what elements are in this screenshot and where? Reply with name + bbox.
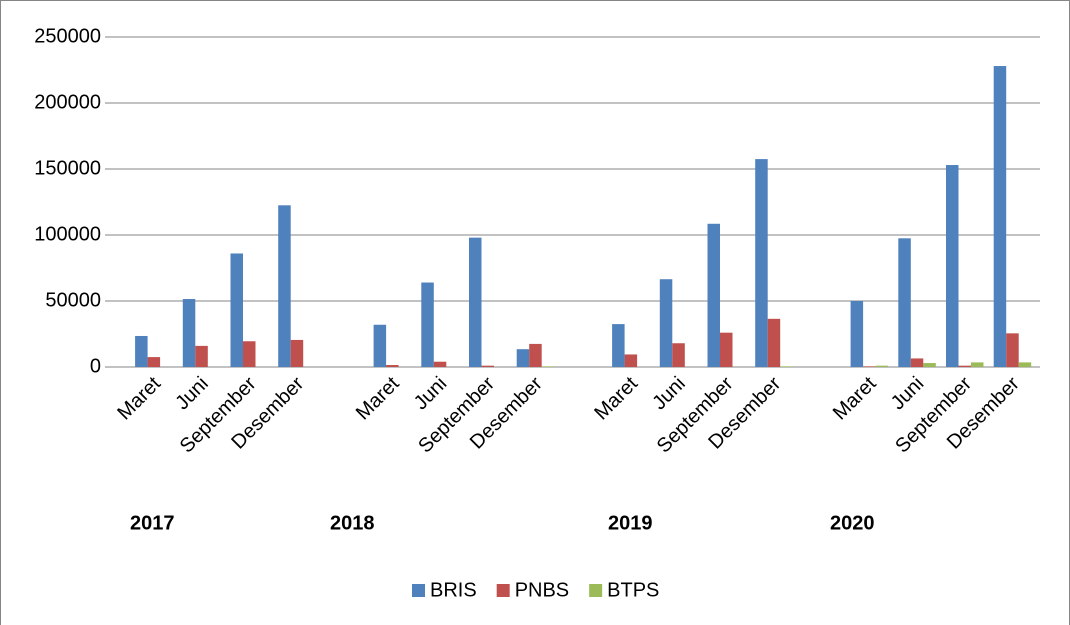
bar <box>707 223 720 367</box>
bar <box>195 345 208 367</box>
bar <box>135 335 148 367</box>
bar <box>971 362 984 367</box>
bar <box>898 238 911 367</box>
bar <box>373 324 387 367</box>
bar <box>421 282 434 367</box>
legend-swatch <box>412 584 425 597</box>
bar <box>910 358 924 367</box>
legend-swatch <box>589 584 603 597</box>
bar <box>469 237 482 367</box>
bar <box>290 339 304 367</box>
bar <box>863 366 876 367</box>
bar <box>923 363 936 367</box>
bar <box>541 366 555 367</box>
bar <box>850 301 864 367</box>
group-label: 2020 <box>830 512 875 534</box>
bar <box>481 365 494 367</box>
bar <box>672 343 685 367</box>
bar <box>386 365 399 367</box>
bar <box>659 279 673 367</box>
bar <box>946 165 959 367</box>
group-label: 2018 <box>330 512 375 534</box>
bar <box>612 324 625 367</box>
bar <box>720 332 733 367</box>
bar <box>1006 333 1019 367</box>
group-label: 2019 <box>608 512 653 534</box>
y-tick-label: 200000 <box>34 91 101 113</box>
bar <box>755 159 768 367</box>
bar <box>993 66 1007 367</box>
y-tick-label: 50000 <box>45 289 101 311</box>
bar <box>958 365 971 367</box>
bar <box>1018 362 1032 367</box>
y-tick-label: 0 <box>90 355 101 377</box>
bar <box>147 357 161 367</box>
bar <box>529 343 542 367</box>
bar <box>875 365 889 367</box>
bar <box>780 366 793 367</box>
legend-label: BRIS <box>430 579 477 601</box>
bar <box>433 361 447 367</box>
group-label: 2017 <box>130 512 175 534</box>
y-tick-label: 100000 <box>34 223 101 245</box>
bar <box>182 299 196 367</box>
legend-label: PNBS <box>515 579 569 601</box>
y-tick-label: 150000 <box>34 157 101 179</box>
bar <box>278 205 291 367</box>
legend-swatch <box>496 584 510 597</box>
bar <box>624 354 638 367</box>
bar <box>516 349 530 367</box>
y-tick-label: 250000 <box>34 25 101 47</box>
legend-label: BTPS <box>607 579 659 601</box>
bar <box>243 341 256 367</box>
bar <box>230 253 243 367</box>
bar <box>767 318 781 367</box>
